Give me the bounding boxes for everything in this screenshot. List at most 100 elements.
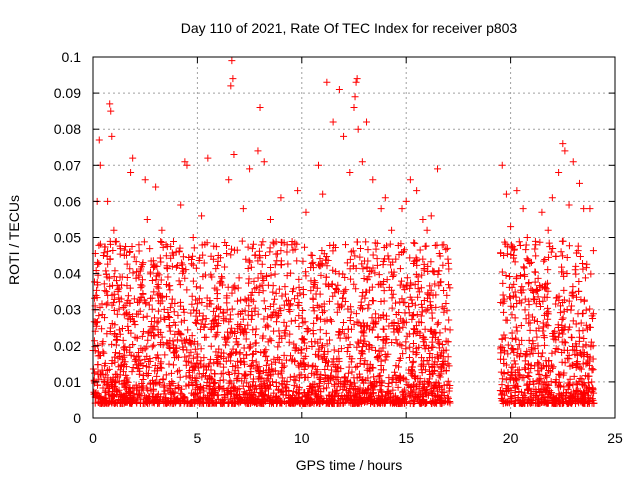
data-point [536, 399, 544, 407]
data-point [431, 358, 439, 366]
y-tick-label: 0.1 [62, 49, 82, 65]
data-point [92, 267, 100, 275]
data-point [319, 342, 327, 350]
x-tick-label: 10 [294, 430, 310, 446]
data-point [242, 335, 250, 343]
data-point [247, 296, 255, 304]
data-point [261, 305, 269, 313]
data-point [102, 288, 110, 296]
data-point [241, 295, 249, 303]
data-point [498, 381, 506, 389]
data-point [320, 300, 328, 308]
data-point [282, 290, 290, 298]
data-point [113, 282, 121, 290]
data-point [317, 271, 325, 279]
y-tick-label: 0 [73, 410, 81, 426]
data-point [175, 366, 183, 374]
data-point [528, 344, 536, 352]
data-point [90, 318, 98, 326]
data-point [363, 288, 371, 296]
data-point [200, 363, 208, 371]
data-point [373, 255, 381, 263]
data-point [159, 396, 167, 404]
data-point [329, 266, 337, 274]
data-point [270, 300, 278, 308]
data-point [234, 310, 242, 318]
data-point [179, 253, 187, 261]
data-point [264, 338, 272, 346]
data-point [313, 314, 320, 322]
data-point [328, 280, 336, 288]
data-point [569, 158, 577, 166]
data-point [364, 246, 372, 254]
data-point [267, 370, 275, 378]
data-point [211, 370, 219, 378]
data-point [130, 352, 138, 360]
data-point [394, 319, 402, 327]
data-point [565, 399, 573, 407]
data-point [280, 398, 288, 406]
data-point [126, 265, 134, 273]
data-point [300, 336, 308, 344]
data-point [420, 260, 428, 268]
data-point [396, 281, 404, 289]
data-point [410, 239, 418, 247]
data-point [309, 283, 317, 291]
data-point [195, 256, 203, 264]
data-point [225, 370, 233, 378]
data-point [272, 318, 280, 326]
data-point [216, 279, 224, 287]
data-point [364, 385, 372, 393]
data-point [356, 304, 364, 312]
data-point [219, 376, 227, 384]
data-point [287, 352, 295, 360]
data-point [577, 296, 585, 304]
data-point [506, 293, 513, 301]
data-point [502, 240, 510, 248]
data-point [224, 390, 232, 398]
data-point [554, 321, 562, 329]
data-point [354, 338, 362, 346]
data-point [99, 252, 107, 260]
data-point [499, 279, 507, 287]
data-point [192, 312, 200, 320]
data-point [220, 363, 228, 371]
data-point [534, 274, 542, 282]
data-point [222, 241, 230, 249]
data-point [331, 380, 339, 388]
data-point [308, 252, 316, 260]
data-point [504, 382, 512, 390]
data-point [584, 352, 592, 360]
data-point [435, 282, 443, 290]
data-point [391, 368, 399, 376]
data-point [235, 274, 243, 282]
data-point [148, 294, 156, 302]
data-point [375, 271, 383, 279]
data-point [110, 290, 118, 298]
data-point [344, 333, 352, 341]
data-point [244, 321, 252, 329]
data-point [330, 355, 338, 363]
data-point [351, 93, 359, 101]
data-point [309, 383, 317, 391]
data-point [143, 352, 151, 360]
data-point [139, 386, 147, 394]
data-point [177, 389, 185, 397]
data-point [316, 326, 324, 334]
data-point [323, 384, 331, 392]
data-point [429, 397, 437, 405]
data-point [350, 392, 358, 400]
data-point [126, 284, 134, 292]
data-point [535, 324, 543, 332]
data-point [204, 154, 212, 162]
data-point [334, 367, 342, 375]
data-point [280, 318, 288, 326]
data-point [275, 386, 283, 394]
data-point [538, 398, 546, 406]
data-point [512, 293, 520, 301]
data-point [563, 270, 571, 278]
data-point [139, 328, 147, 336]
data-point [195, 295, 203, 303]
data-point [101, 379, 109, 387]
data-point [176, 281, 184, 289]
